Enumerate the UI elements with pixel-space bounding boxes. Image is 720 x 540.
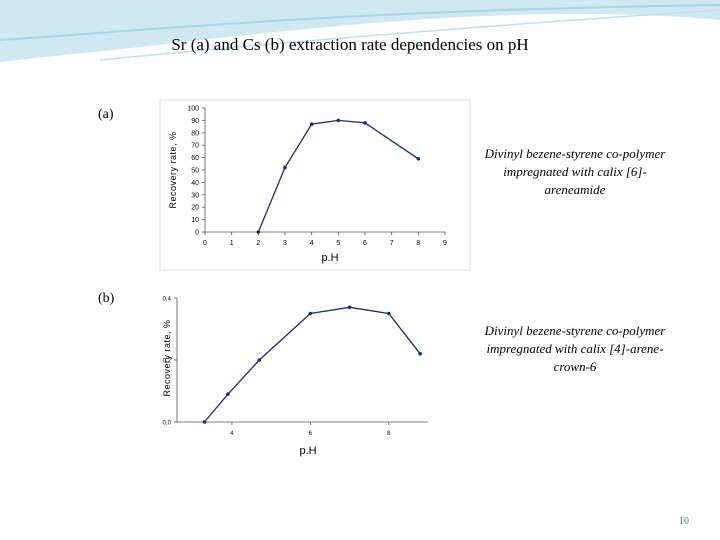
x-tick-label: 0 bbox=[203, 240, 207, 247]
x-tick-label: 5 bbox=[336, 240, 340, 247]
x-tick-label: 2 bbox=[256, 240, 260, 247]
x-tick-label: 4 bbox=[310, 240, 314, 247]
y-tick-label: 20 bbox=[191, 205, 199, 212]
decor-swoosh bbox=[0, 0, 720, 62]
annotation: Divinyl bezene-styrene co-polymer impreg… bbox=[484, 146, 666, 197]
annotation-box: Divinyl bezene-styrene co-polymer impreg… bbox=[484, 146, 666, 197]
annotation: Divinyl bezene-styrene co-polymer impreg… bbox=[484, 323, 666, 374]
y-axis-label: Recovery rate, % bbox=[168, 131, 178, 208]
slide-title: Sr (a) and Cs (b) extraction rate depend… bbox=[171, 35, 529, 54]
annotation-box: Divinyl bezene-styrene co-polymer impreg… bbox=[484, 323, 666, 374]
data-point bbox=[416, 157, 421, 161]
x-tick-label: 7 bbox=[390, 240, 394, 247]
y-tick-label: 30 bbox=[191, 192, 199, 199]
y-tick-label: 100 bbox=[187, 106, 199, 113]
x-axis-label: p.H bbox=[321, 252, 338, 264]
x-tick-label: 4 bbox=[230, 431, 234, 437]
x-tick-label: 6 bbox=[363, 240, 367, 247]
y-tick-label: 40 bbox=[191, 180, 199, 187]
data-point bbox=[226, 392, 230, 396]
data-point bbox=[347, 305, 352, 310]
x-tick-label: 6 bbox=[309, 431, 313, 437]
x-tick-label: 3 bbox=[283, 240, 287, 247]
y-tick-label: 70 bbox=[191, 143, 199, 150]
y-tick-label: 0 bbox=[195, 230, 199, 237]
data-line bbox=[257, 119, 419, 233]
panel-label: (a) bbox=[98, 107, 114, 122]
data-point bbox=[386, 311, 391, 316]
x-tick-label: 8 bbox=[416, 240, 420, 247]
panel-label: (b) bbox=[98, 291, 115, 306]
data-point bbox=[256, 230, 261, 234]
x-tick-label: 8 bbox=[387, 431, 391, 437]
decor-line bbox=[99, 9, 720, 61]
data-point bbox=[202, 420, 207, 424]
y-tick-label: 80 bbox=[191, 130, 199, 137]
data-point bbox=[283, 165, 287, 170]
chart-frame bbox=[159, 99, 471, 271]
y-axis-label: Recovery rate, % bbox=[162, 319, 172, 396]
y-tick-label: 10 bbox=[191, 217, 199, 224]
y-tick-label: 60 bbox=[191, 155, 199, 162]
data-line bbox=[203, 306, 421, 423]
y-tick-label: 0,4 bbox=[163, 297, 172, 303]
y-tick-label: 0,0 bbox=[163, 421, 172, 427]
data-point bbox=[308, 311, 313, 316]
x-tick-label: 9 bbox=[443, 240, 447, 247]
decor-line bbox=[0, 4, 720, 41]
y-tick-label: 50 bbox=[191, 168, 199, 175]
x-tick-label: 1 bbox=[230, 240, 234, 247]
data-point bbox=[257, 358, 262, 362]
data-point bbox=[336, 118, 341, 123]
x-axis-label: p.H bbox=[299, 445, 316, 457]
y-tick-label: 90 bbox=[191, 118, 199, 125]
data-point bbox=[363, 121, 367, 125]
y-tick-label: 0,2 bbox=[163, 359, 172, 365]
title-box: Sr (a) and Cs (b) extraction rate depend… bbox=[171, 35, 529, 54]
data-point bbox=[418, 352, 422, 356]
data-point bbox=[309, 122, 314, 126]
page-number: 10 bbox=[679, 516, 689, 527]
